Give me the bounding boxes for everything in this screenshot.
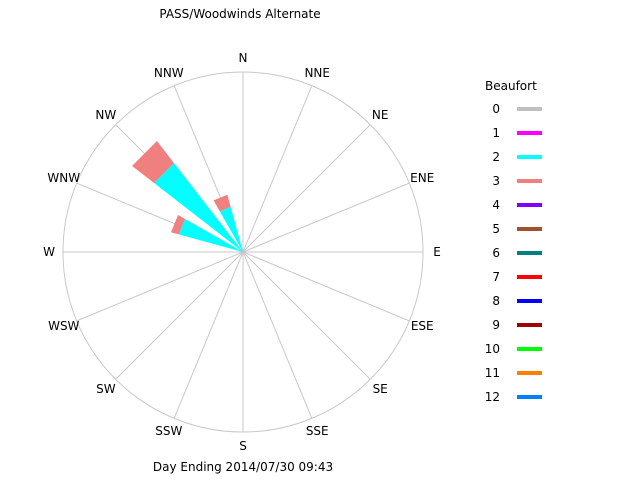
grid-spoke-ssw [173,251,244,419]
legend-swatch-0 [517,107,542,111]
legend-label-7: 7 [492,270,500,284]
direction-label-se: SE [373,382,388,396]
grid-spoke-ne [242,124,371,253]
legend-swatch-1 [517,131,542,135]
direction-label-sse: SSE [306,424,329,438]
legend-label-1: 1 [492,126,500,140]
grid-spoke-sw [115,251,244,380]
legend-title: Beaufort [485,79,537,93]
direction-label-nnw: NNW [154,66,184,80]
legend-swatch-5 [517,227,542,231]
legend-swatch-3 [517,179,542,183]
legend-label-4: 4 [492,198,500,212]
direction-label-wnw: WNW [47,171,80,185]
direction-label-w: W [43,245,55,259]
legend-label-12: 12 [485,390,500,404]
direction-label-ese: ESE [411,319,434,333]
legend-label-6: 6 [492,246,500,260]
direction-label-ne: NE [372,108,389,122]
grid-spoke-ene [242,182,410,253]
legend-label-8: 8 [492,294,500,308]
legend-label-2: 2 [492,150,500,164]
direction-label-e: E [433,245,441,259]
legend-label-10: 10 [485,342,500,356]
legend-swatch-9 [517,323,542,327]
bar-nw-beaufort-3 [132,141,175,184]
wind-bars [132,141,243,252]
grid-spoke-se [242,251,371,380]
direction-label-s: S [239,439,247,453]
legend-swatch-12 [517,395,542,399]
grid-spoke-wsw [76,251,244,322]
bar-nnw-beaufort-3 [213,194,231,212]
bar-wnw-beaufort-2 [178,219,243,252]
direction-label-nw: NW [95,108,116,122]
direction-label-ene: ENE [410,171,434,185]
legend-swatch-2 [517,155,542,159]
legend-label-0: 0 [492,102,500,116]
legend-swatch-7 [517,275,542,279]
direction-labels: N NNE NE ENE E ESE SE SSE S SSW SW WSW W WNW NW NNW [43,51,441,453]
legend-swatch-8 [517,299,542,303]
bar-nw-beaufort-2 [154,163,243,252]
grid-spoke-ese [242,251,410,322]
direction-label-wsw: WSW [48,319,79,333]
direction-label-n: N [239,51,248,65]
legend-label-11: 11 [485,366,500,380]
bar-wnw-beaufort-3 [170,214,186,235]
legend-swatch-6 [517,251,542,255]
direction-label-nne: NNE [304,66,330,80]
legend-label-5: 5 [492,222,500,236]
legend-swatch-11 [517,371,542,375]
grid-spoke-nne [242,85,313,253]
bar-nnw-beaufort-2 [219,206,243,252]
legend-swatch-4 [517,203,542,207]
legend-label-3: 3 [492,174,500,188]
grid-spoke-sse [242,251,313,419]
chart-footer: Day Ending 2014/07/30 09:43 [153,460,333,474]
legend-label-9: 9 [492,318,500,332]
direction-label-sw: SW [96,382,116,396]
chart-title: PASS/Woodwinds Alternate [159,7,320,21]
legend-swatch-10 [517,347,542,351]
direction-label-ssw: SSW [155,424,182,438]
